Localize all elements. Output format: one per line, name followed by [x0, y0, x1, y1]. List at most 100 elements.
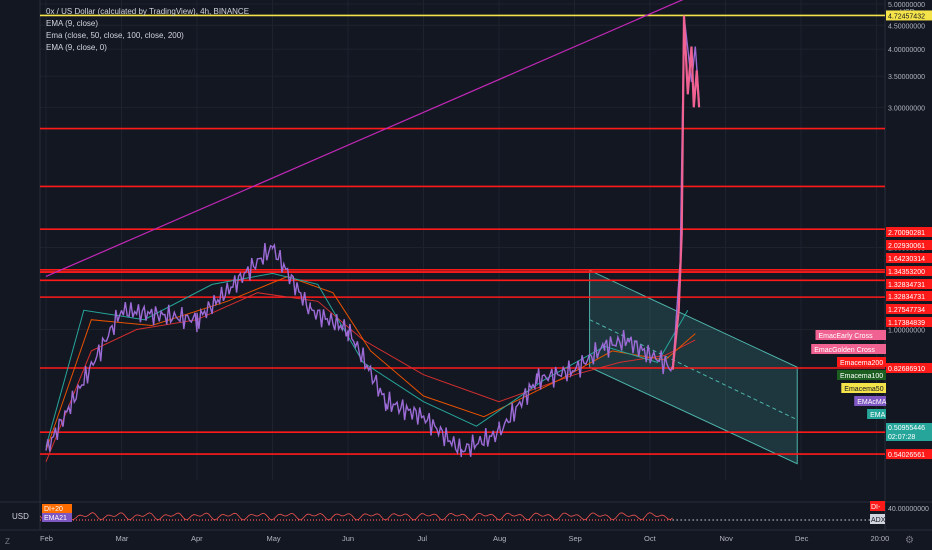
lower-pane-tag-bg [870, 501, 885, 511]
lower-pane-value: 40.00000000 [888, 506, 929, 513]
y-tick-label: 4.50000000 [888, 23, 925, 30]
level-tag-label: 0.54026561 [888, 452, 925, 459]
x-tick-label: Mar [116, 534, 129, 543]
level-tag-bg [886, 291, 932, 301]
level-tag-label: 1.34353200 [888, 269, 925, 276]
lower-pane-tag: DI- [870, 501, 885, 511]
rising-trendline [45, 0, 684, 278]
chart-legend: 0x / US Dollar (calculated by TradingVie… [46, 6, 249, 54]
level-tag-label: 2.02930061 [888, 243, 925, 250]
level-tag-label: 1.17384839 [888, 320, 925, 327]
indicator-tag-label: Emaсema50 [844, 386, 883, 393]
indicator-tag-bg [811, 344, 886, 354]
level-tag-bg [886, 227, 932, 237]
level-tag: 1.32834731 [886, 279, 932, 289]
level-tag: 0.54026561 [886, 449, 932, 460]
level-tag-bg [886, 10, 932, 21]
indicator-tag: EMAсMA [854, 396, 887, 406]
indicator-tag-bg [837, 357, 886, 367]
axis-currency-left: USD [12, 512, 29, 521]
indicator-tag-bg [837, 370, 886, 380]
x-tick-label: Jun [342, 534, 354, 543]
x-tick-label: Aug [493, 534, 506, 543]
legend-ema-ribbon: Ema (close, 50, close, 100, close, 200) [46, 31, 184, 40]
lower-pane-tag: ADX [870, 514, 886, 524]
indicator-tag-bg [841, 383, 886, 393]
x-tick-label: Dec [795, 534, 809, 543]
level-tag-bg [886, 449, 932, 460]
y-tick-label: 3.00000000 [888, 105, 925, 112]
level-tag-bg [886, 240, 932, 250]
settings-gear-icon[interactable]: ⚙ [905, 535, 914, 546]
x-tick-label: Sep [569, 534, 582, 543]
indicator-tag: EMA [867, 409, 886, 419]
x-tick-label: May [267, 534, 281, 543]
indicator-tag-label: Emaсema200 [840, 360, 883, 367]
level-tag: 1.64230314 [886, 253, 932, 263]
y-tick-label: 3.50000000 [888, 74, 925, 81]
indicator-tag-label: EmaсGolden Cross [814, 347, 875, 354]
indicator-tag: Emaсema200 [837, 357, 886, 367]
lower-pane-left-tag: EMA21 [42, 513, 72, 522]
level-tag-label: 2.70090281 [888, 230, 925, 237]
indicator-tag: EmaсEarly Cross [815, 330, 886, 340]
x-tick-label: Apr [191, 534, 203, 543]
level-tag-label: 1.64230314 [888, 256, 925, 263]
current-price-tag: 0.50955446 02:07:28 [886, 423, 932, 441]
current-price-countdown: 02:07:28 [888, 434, 915, 441]
level-tag-bg [886, 317, 932, 327]
y-tick-label: 5.00000000 [888, 2, 925, 9]
lower-pane-left-tag-label: DI+20 [44, 506, 63, 513]
level-tag: 2.02930061 [886, 240, 932, 250]
indicator-tag-label: EMA [870, 412, 886, 419]
level-tag-bg [886, 362, 932, 373]
level-tag: 0.82686910 [886, 362, 932, 373]
indicator-tag-label: Emaсema100 [840, 373, 883, 380]
indicator-tag: Emaсema50 [841, 383, 886, 393]
level-tag: 2.70090281 [886, 227, 932, 237]
level-tag-label: 4.72457432 [888, 13, 925, 20]
level-tag-label: 0.82686910 [888, 366, 925, 373]
legend-ema-9: EMA (9, close) [46, 19, 99, 28]
x-tick-label: Jul [418, 534, 428, 543]
lower-pane-left-tag: DI+20 [42, 504, 72, 513]
indicator-tag: EmaсGolden Cross [811, 344, 886, 354]
level-tag-label: 1.27547734 [888, 307, 925, 314]
level-tag-bg [886, 266, 932, 276]
x-tick-label: Feb [40, 534, 53, 543]
level-tag-bg [886, 253, 932, 263]
level-tag: 1.27547734 [886, 304, 932, 314]
indicator-tag-bg [815, 330, 886, 340]
indicator-tag-bg [867, 409, 886, 419]
indicator-tag-label: EMAсMA [857, 399, 887, 406]
x-tick-label: 20:00 [871, 534, 890, 543]
x-tick-label: Oct [644, 534, 657, 543]
price-line [45, 15, 700, 458]
lower-pane-tag-bg [870, 514, 885, 524]
current-price-bg [886, 423, 932, 441]
y-tick-label: 1.00000000 [888, 328, 925, 335]
level-tag-bg [886, 304, 932, 314]
y-tick-label: 4.00000000 [888, 47, 925, 54]
level-tag-bg [886, 279, 932, 289]
scale-mode-button[interactable]: Z [5, 537, 10, 546]
indicator-tag-label: EmaсEarly Cross [819, 333, 874, 340]
di-line [39, 512, 673, 521]
indicator-tag: Emaсema100 [837, 370, 886, 380]
level-tag: 1.32834731 [886, 291, 932, 301]
lower-pane-left-tag-label: EMA21 [44, 515, 67, 522]
x-tick-label: Nov [720, 534, 734, 543]
level-tag-label: 1.32834731 [888, 282, 925, 289]
level-tag: 4.72457432 [886, 10, 932, 21]
descending-channel [589, 269, 798, 465]
level-tag-label: 1.32834731 [888, 294, 925, 301]
legend-title: 0x / US Dollar (calculated by TradingVie… [46, 7, 250, 16]
lower-pane-left-tag-bg [42, 504, 72, 513]
level-tag: 1.34353200 [886, 266, 932, 276]
price-spike-line [671, 15, 701, 370]
indicator-tag-bg [854, 396, 886, 406]
current-price-value: 0.50955446 [888, 425, 925, 432]
lower-pane-tag-label: ADX [871, 517, 886, 524]
ema-100-line [45, 275, 696, 451]
